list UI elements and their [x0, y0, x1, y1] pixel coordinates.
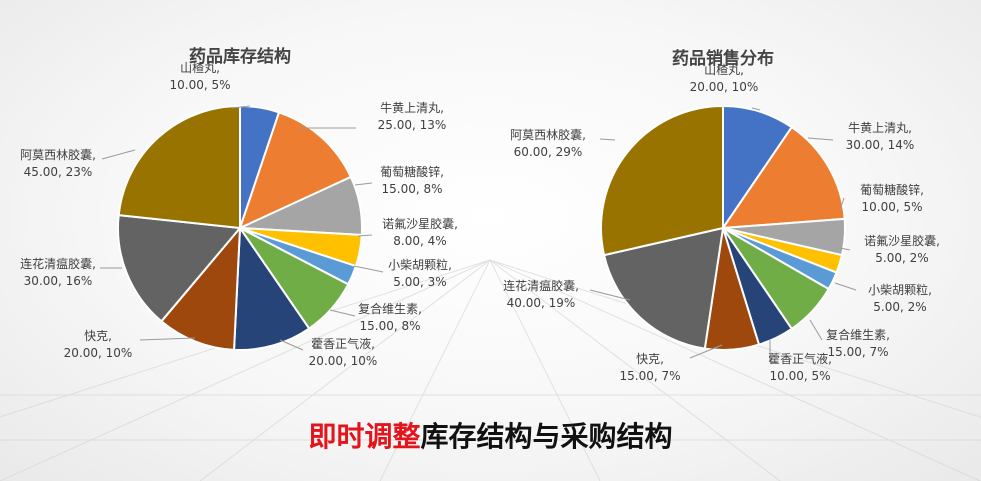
- pie-slice: [238, 111, 353, 230]
- slice-label: 葡萄糖酸锌, 15.00, 8%: [380, 164, 444, 196]
- slice-label: 复合维生素, 15.00, 8%: [358, 301, 422, 333]
- slice-label: 阿莫西林胶囊, 45.00, 23%: [20, 147, 96, 179]
- slice-label: 诺氟沙星胶囊, 8.00, 4%: [382, 216, 458, 248]
- leader-line: [353, 265, 384, 273]
- leader-line: [354, 182, 373, 186]
- slice-label: 葡萄糖酸锌, 10.00, 5%: [860, 182, 924, 214]
- caption-highlight: 即时调整: [308, 420, 421, 453]
- slice-label: 连花清瘟胶囊, 30.00, 16%: [20, 256, 96, 288]
- chart-title: 药品销售分布: [672, 48, 774, 69]
- leader-line: [279, 339, 304, 351]
- slice-label: 山楂丸, 10.00, 5%: [169, 61, 230, 92]
- slice-label: 小柴胡颗粒, 5.00, 3%: [388, 257, 452, 289]
- slice-label: 牛黄上清丸, 30.00, 14%: [846, 120, 915, 152]
- pie-slice: [602, 226, 725, 350]
- leader-line: [599, 138, 616, 141]
- slice-label: 小柴胡颗粒, 5.00, 2%: [868, 282, 932, 314]
- slice-label: 藿香正气液, 20.00, 10%: [309, 336, 378, 368]
- leader-line: [139, 337, 196, 341]
- leader-line: [101, 149, 136, 160]
- pie-slice: [232, 224, 311, 351]
- leader-line: [834, 282, 857, 291]
- pie-slice: [600, 104, 724, 257]
- pie-slice: [117, 214, 242, 323]
- leader-line: [839, 197, 845, 211]
- leader-line: [589, 289, 631, 301]
- slice-label: 诺氟沙星胶囊, 5.00, 2%: [864, 233, 940, 265]
- pie-slice: [721, 125, 846, 230]
- leader-line: [231, 105, 251, 109]
- slice-label: 快克, 20.00, 10%: [64, 329, 133, 360]
- slice-label: 快克, 15.00, 7%: [619, 352, 680, 383]
- leader-line: [357, 234, 373, 237]
- pie-slice: [117, 104, 241, 230]
- leader-line: [839, 247, 851, 251]
- leader-line: [329, 309, 356, 317]
- slice-label: 牛黄上清丸, 25.00, 13%: [378, 100, 447, 132]
- leader-line: [751, 107, 761, 111]
- leader-line: [809, 319, 823, 341]
- chart-title: 药品库存结构: [189, 46, 291, 67]
- caption: 即时调整库存结构与采购结构: [0, 415, 981, 455]
- caption-rest: 库存结构与采购结构: [420, 420, 673, 453]
- leader-line: [807, 137, 834, 141]
- leader-line: [689, 344, 723, 359]
- slice-label: 山楂丸, 20.00, 10%: [690, 63, 759, 94]
- slice-label: 阿莫西林胶囊, 60.00, 29%: [510, 127, 586, 159]
- pie-slice: [160, 225, 242, 351]
- slice-label: 复合维生素, 15.00, 7%: [826, 327, 890, 359]
- slice-label: 藿香正气液, 10.00, 5%: [768, 351, 832, 383]
- slice-label: 连花清瘟胶囊, 40.00, 19%: [503, 278, 579, 310]
